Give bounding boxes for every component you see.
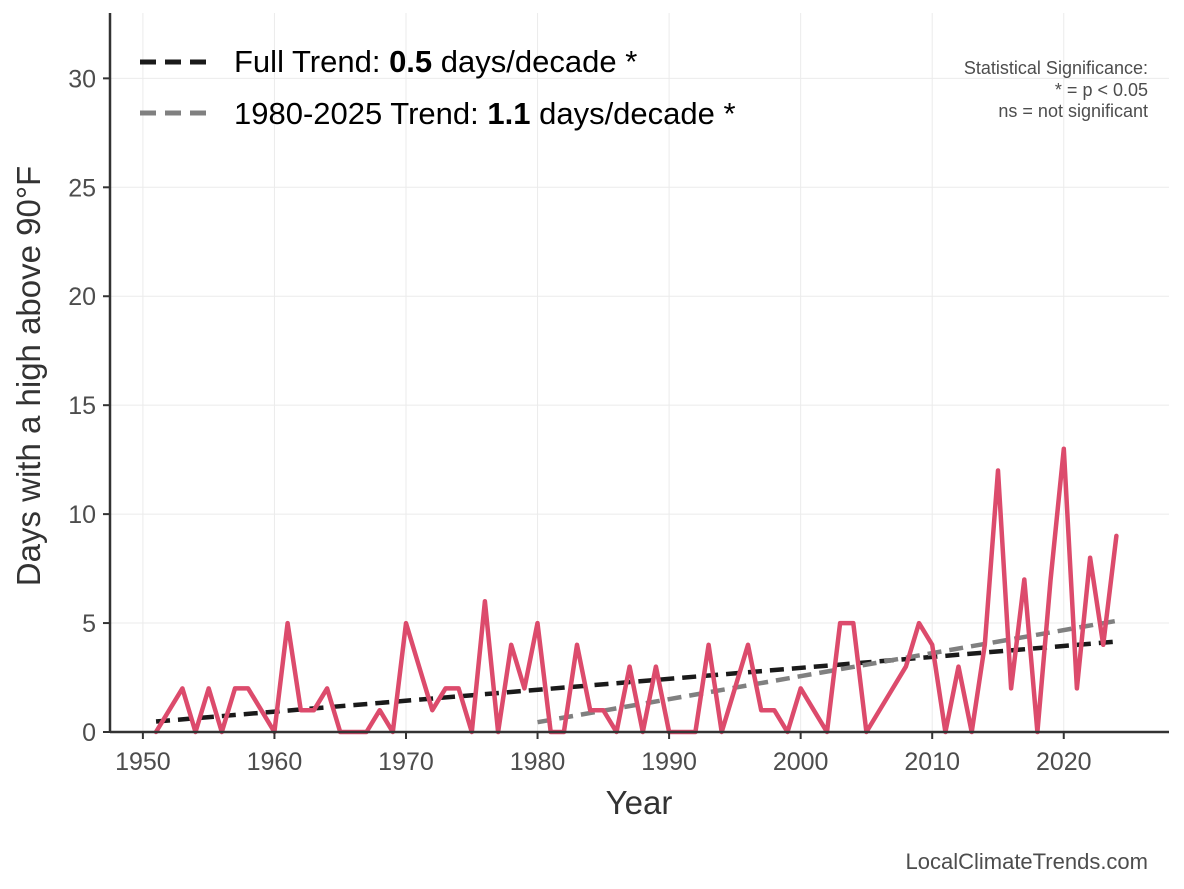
legend-value: 1.1 [487, 96, 530, 131]
x-axis-title: Year [606, 784, 673, 821]
y-tick-label: 5 [82, 610, 96, 638]
legend-value: 0.5 [389, 44, 432, 79]
x-tick-label: 1950 [115, 748, 171, 776]
y-ticks: 0 5 10 15 20 25 30 [68, 65, 110, 747]
x-tick-label: 1970 [378, 748, 434, 776]
significance-note-line-2: ns = not significant [998, 101, 1148, 121]
y-tick-label: 15 [68, 392, 96, 420]
data-series [153, 446, 1119, 735]
x-ticks: 1950 1960 1970 1980 1990 2000 2010 2020 [115, 732, 1092, 776]
legend-suffix: days/decade * [432, 44, 637, 79]
x-tick-label: 2000 [773, 748, 829, 776]
significance-note-line-1: * = p < 0.05 [1055, 80, 1148, 100]
x-tick-label: 1980 [510, 748, 566, 776]
gridlines [110, 13, 1169, 733]
recent-trend-line [537, 618, 1117, 725]
legend-suffix: days/decade * [530, 96, 735, 131]
y-axis-title: Days with a high above 90°F [10, 166, 47, 586]
y-tick-label: 20 [68, 283, 96, 311]
legend-label-recent-trend: 1980-2025 Trend: 1.1 days/decade * [234, 96, 736, 131]
y-tick-label: 10 [68, 501, 96, 529]
x-tick-label: 2010 [904, 748, 960, 776]
significance-note-title: Statistical Significance: [964, 58, 1148, 78]
y-tick-label: 0 [82, 719, 96, 747]
y-tick-label: 30 [68, 65, 96, 93]
significance-note: Statistical Significance: * = p < 0.05 n… [964, 58, 1148, 121]
source-credit: LocalClimateTrends.com [906, 849, 1149, 874]
axes [108, 13, 1169, 734]
series-line [153, 446, 1119, 735]
legend-prefix: Full Trend: [234, 44, 389, 79]
x-tick-label: 2020 [1036, 748, 1092, 776]
legend: Full Trend: 0.5 days/decade * 1980-2025 … [140, 44, 736, 131]
y-tick-label: 25 [68, 174, 96, 202]
x-tick-label: 1990 [641, 748, 697, 776]
x-tick-label: 1960 [247, 748, 303, 776]
legend-prefix: 1980-2025 Trend: [234, 96, 487, 131]
legend-label-full-trend: Full Trend: 0.5 days/decade * [234, 44, 637, 79]
